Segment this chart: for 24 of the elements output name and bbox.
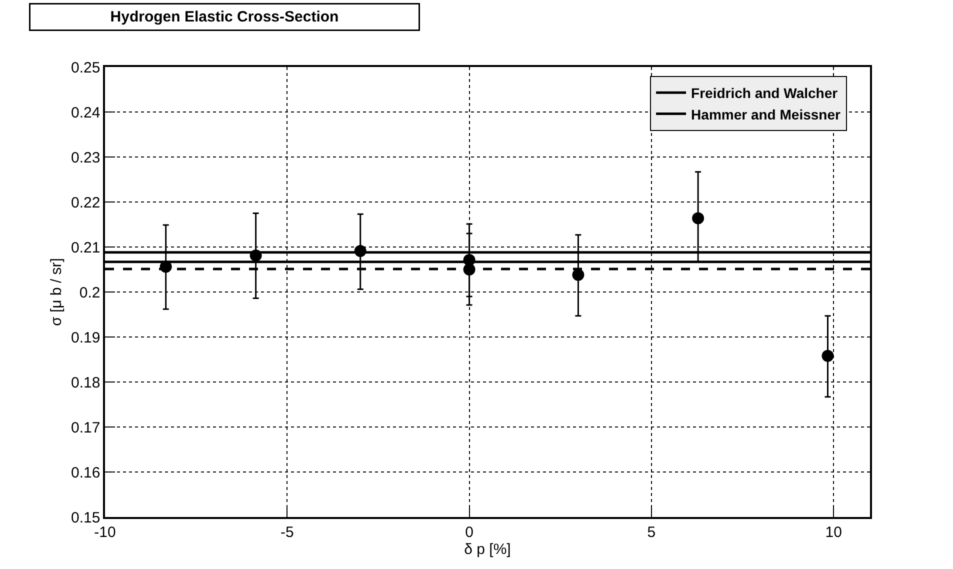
y-tick-label: 0.25: [71, 59, 100, 76]
y-tick-label: 0.23: [71, 149, 100, 166]
y-tick-label: 0.15: [71, 509, 100, 526]
chart-title: Hydrogen Elastic Cross-Section: [110, 8, 339, 26]
y-tick-label: 0.17: [71, 419, 100, 436]
legend-label: Hammer and Meissner: [691, 106, 841, 122]
x-tick-label: 5: [647, 524, 656, 541]
y-tick-label: 0.2: [79, 284, 100, 302]
x-tick-label: 10: [825, 524, 842, 541]
x-tick-label: -5: [280, 524, 294, 541]
y-tick-label: 0.24: [71, 104, 100, 122]
y-axis-title: σ [μ b / sr]: [48, 258, 65, 326]
x-axis-title: δ p [%]: [464, 540, 511, 558]
y-tick-label: 0.16: [71, 464, 100, 482]
y-tick-label: 0.18: [71, 374, 100, 392]
legend-label: Freidrich and Walcher: [691, 85, 838, 102]
point: [692, 212, 704, 224]
point: [572, 268, 584, 281]
y-tick-label: 0.22: [71, 194, 100, 212]
y-tick-label: 0.21: [71, 239, 100, 256]
y-tick-label: 0.19: [71, 329, 100, 346]
x-tick-label: 0: [465, 524, 474, 541]
x-tick-label: -10: [94, 524, 116, 541]
point: [822, 350, 834, 362]
